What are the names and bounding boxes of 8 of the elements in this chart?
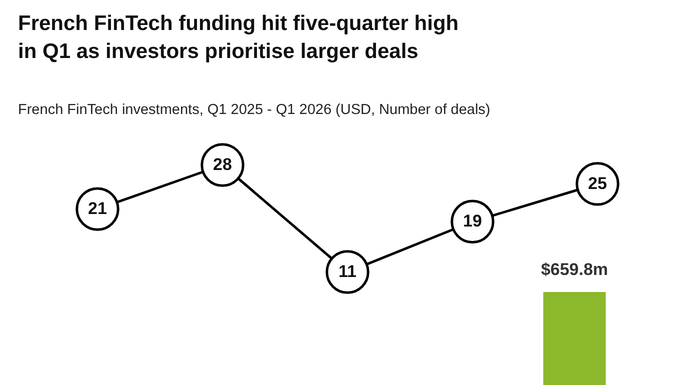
data-label: 11 [338,262,356,281]
data-label: 25 [588,174,607,193]
data-label: $659.8m [540,260,608,279]
chart-title: French FinTech funding hit five-quarter high in Q1 as investors prioritise larger deals [18,11,460,65]
data-label: 19 [463,212,482,231]
data-label: 21 [88,199,107,218]
data-label: 28 [213,155,232,174]
chart-subtitle: French FinTech investments, Q1 2025 - Q1 2026 (USD, Number of deals) [18,102,490,118]
